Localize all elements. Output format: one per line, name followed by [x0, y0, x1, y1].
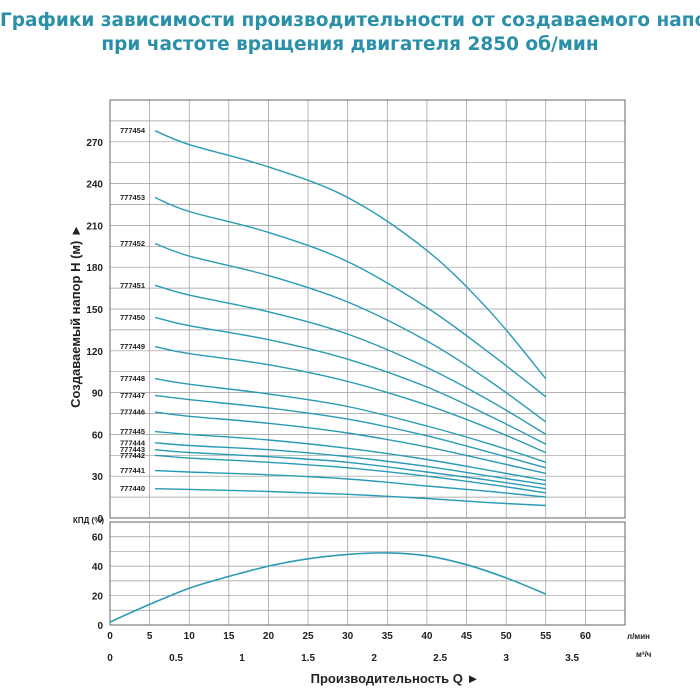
efficiency-y-tick-label: 20 — [92, 592, 104, 603]
x-tick-label-lpm: 35 — [382, 631, 394, 642]
head-curve-777443 — [154, 449, 546, 490]
head-curves — [154, 130, 547, 507]
head-y-tick-label: 0 — [97, 514, 103, 525]
head-curve-777444 — [154, 442, 546, 486]
head-curve-777451 — [154, 284, 547, 435]
head-curve-777450 — [154, 316, 547, 445]
x-tick-label-m3h: 1.5 — [301, 653, 315, 664]
x-tick-label-lpm: 15 — [223, 631, 235, 642]
x-tick-label-lpm: 10 — [184, 631, 196, 642]
efficiency-curve — [109, 552, 547, 623]
efficiency-y-tick-label: 60 — [92, 533, 104, 544]
head-y-tick-label: 30 — [92, 472, 104, 483]
head-y-tick-label: 90 — [92, 389, 104, 400]
curve-label-777445: 777445 — [120, 427, 145, 436]
curve-label-777446: 777446 — [120, 408, 145, 417]
chart-title-line-2: при частоте вращения двигателя 2850 об/м… — [101, 34, 599, 55]
head-y-tick-label: 210 — [86, 221, 103, 232]
x-axis-unit-m3h: м³/ч — [636, 650, 652, 659]
curve-label-777447: 777447 — [120, 391, 145, 400]
head-y-tick-label: 120 — [86, 347, 103, 358]
x-tick-label-lpm: 5 — [147, 631, 153, 642]
x-tick-label-lpm: 0 — [107, 631, 113, 642]
head-curve-777453 — [154, 196, 547, 398]
curve-label-777454: 777454 — [120, 126, 146, 135]
head-y-tick-label: 270 — [86, 138, 103, 149]
head-curve-777452 — [154, 242, 547, 423]
head-y-tick-label: 60 — [92, 430, 104, 441]
curve-label-777451: 777451 — [120, 281, 145, 290]
head-y-tick-label: 150 — [86, 305, 103, 316]
head-curve-777449 — [154, 345, 547, 454]
curve-label-777453: 777453 — [120, 193, 145, 202]
curve-label-777452: 777452 — [120, 239, 145, 248]
efficiency-chart-grid — [109, 521, 626, 626]
head-chart-grid — [109, 99, 626, 519]
x-tick-label-lpm: 20 — [263, 631, 275, 642]
x-axis-label: Производительность Q ► — [311, 671, 480, 686]
x-tick-label-lpm: 55 — [540, 631, 552, 642]
head-y-tick-label: 240 — [86, 180, 103, 191]
curve-label-777450: 777450 — [120, 313, 145, 322]
head-curve-777446 — [154, 411, 546, 475]
curve-label-777442: 777442 — [120, 451, 145, 460]
x-tick-label-lpm: 40 — [421, 631, 433, 642]
x-tick-label-lpm: 30 — [342, 631, 354, 642]
efficiency-y-tick-label: 0 — [97, 621, 103, 632]
x-tick-label-lpm: 25 — [303, 631, 315, 642]
head-curve-777445 — [154, 430, 546, 482]
x-tick-label-m3h: 2.5 — [433, 653, 447, 664]
x-tick-label-m3h: 0.5 — [169, 653, 183, 664]
head-curve-777448 — [154, 378, 547, 463]
x-tick-label-m3h: 2 — [371, 653, 377, 664]
head-curve-777447 — [154, 394, 546, 469]
chart-title-line-1: Графики зависимости производительности о… — [0, 10, 700, 31]
curve-label-777449: 777449 — [120, 342, 145, 351]
curve-label-777441: 777441 — [120, 466, 145, 475]
efficiency-plot-frame — [109, 521, 626, 626]
head-curve-777442 — [154, 454, 546, 494]
efficiency-y-tick-label: 40 — [92, 562, 104, 573]
x-tick-label-lpm: 45 — [461, 631, 473, 642]
x-tick-label-lpm: 50 — [501, 631, 513, 642]
curve-label-777443: 777443 — [120, 445, 145, 454]
x-tick-label-m3h: 1 — [239, 653, 245, 664]
head-plot-frame — [109, 99, 626, 519]
curve-label-777444: 777444 — [120, 438, 146, 447]
head-y-axis-label: Создаваемый напор H (м) ► — [68, 224, 83, 408]
head-curve-777454 — [154, 130, 547, 380]
x-tick-label-lpm: 60 — [580, 631, 592, 642]
curve-label-777440: 777440 — [120, 484, 145, 493]
curve-label-777448: 777448 — [120, 374, 145, 383]
head-curve-777440 — [154, 488, 546, 507]
head-curve-777441 — [154, 469, 546, 498]
x-tick-label-m3h: 3 — [503, 653, 509, 664]
x-tick-label-m3h: 3.5 — [565, 653, 579, 664]
efficiency-curve-line — [109, 552, 547, 623]
x-axis-unit-lpm: л/мин — [627, 632, 650, 641]
x-tick-label-m3h: 0 — [107, 653, 113, 664]
efficiency-y-axis-label: КПД (%) — [73, 516, 104, 525]
head-y-tick-label: 180 — [86, 263, 103, 274]
